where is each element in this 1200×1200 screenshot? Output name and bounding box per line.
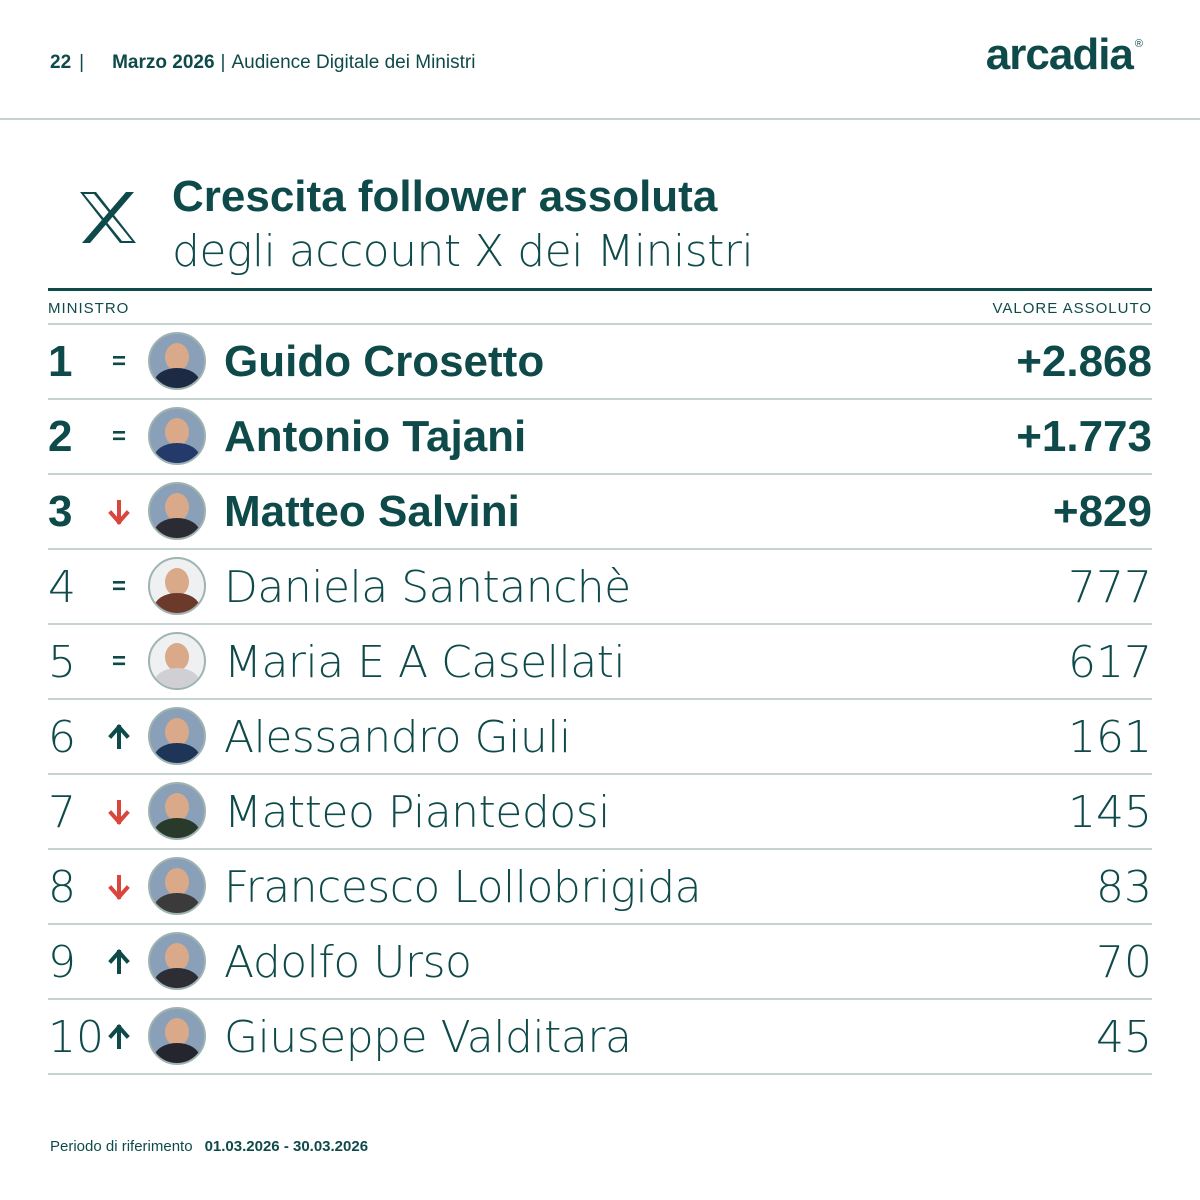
chart-title: Crescita follower assoluta: [172, 172, 718, 221]
trend-up-arrow-icon: [106, 947, 132, 979]
rank-number: 2: [48, 412, 73, 461]
follower-growth-value: 45: [1096, 1012, 1152, 1063]
follower-growth-value: 777: [1068, 562, 1152, 613]
table-row: 5 = Maria E A Casellati 617: [48, 625, 1152, 700]
rank-number: 4: [48, 562, 76, 613]
ranking-table: MINISTRO VALORE ASSOLUTO 1 = Guido Crosett…: [48, 288, 1152, 1075]
rank-number: 10: [48, 1012, 104, 1063]
header-text: 22 | Marzo 2026 | Audience Digitale dei Mini…: [50, 52, 475, 74]
table-row: 9 Adolfo Urso 70: [48, 925, 1152, 1000]
minister-name: Adolfo Urso: [224, 937, 472, 988]
minister-avatar: [148, 407, 206, 465]
rank-number: 6: [48, 712, 76, 763]
minister-avatar: [148, 707, 206, 765]
x-logo-icon: [80, 192, 136, 243]
arcadia-logo: arcadia ®: [985, 30, 1143, 80]
rank-number: 9: [48, 937, 76, 988]
column-header-minister: MINISTRO: [48, 300, 130, 317]
minister-name: Matteo Salvini: [224, 487, 520, 536]
minister-name: Daniela Santanchè: [224, 562, 631, 613]
minister-name: Alessandro Giuli: [224, 712, 571, 763]
minister-name: Antonio Tajani: [224, 412, 527, 461]
column-header-value: VALORE ASSOLUTO: [992, 300, 1152, 317]
logo-text: arcadia: [985, 30, 1134, 79]
period-dates: 01.03.2026 - 30.03.2026: [204, 1138, 369, 1155]
table-row: 3 Matteo Salvini +829: [48, 475, 1152, 550]
rank-number: 3: [48, 487, 73, 536]
title-block: Crescita follower assoluta degli account…: [48, 168, 1152, 288]
follower-growth-value: 70: [1096, 937, 1152, 988]
trend-equal-icon: =: [111, 573, 126, 600]
page-header: 22 | Marzo 2026 | Audience Digitale dei Mini…: [0, 0, 1200, 120]
trend-up-arrow-icon: [106, 722, 132, 754]
period-label: Periodo di riferimento: [50, 1138, 193, 1155]
table-header: MINISTRO VALORE ASSOLUTO: [48, 291, 1152, 325]
rank-number: 8: [48, 862, 76, 913]
table-row: 7 Matteo Piantedosi 145: [48, 775, 1152, 850]
minister-name: Giuseppe Valditara: [224, 1012, 632, 1063]
chart-subtitle: degli account X dei Ministri: [172, 226, 754, 277]
table-row: 1 = Guido Crosetto +2.868: [48, 325, 1152, 400]
footer: Periodo di riferimento 01.03.2026 - 30.03…: [50, 1138, 368, 1155]
table-row: 8 Francesco Lollobrigida 83: [48, 850, 1152, 925]
header-separator: |: [79, 52, 85, 73]
report-title: Audience Digitale dei Ministri: [231, 52, 476, 73]
trend-equal-icon: =: [111, 648, 126, 675]
minister-avatar: [148, 1007, 206, 1065]
minister-avatar: [148, 332, 206, 390]
trend-down-arrow-icon: [106, 872, 132, 904]
rank-number: 1: [48, 337, 73, 386]
follower-growth-value: 83: [1096, 862, 1152, 913]
page-number: 22: [50, 52, 72, 73]
rank-number: 7: [48, 787, 76, 838]
minister-avatar: [148, 557, 206, 615]
table-row: 4 = Daniela Santanchè 777: [48, 550, 1152, 625]
minister-name: Matteo Piantedosi: [224, 787, 610, 838]
minister-name: Francesco Lollobrigida: [224, 862, 702, 913]
follower-growth-value: +1.773: [1016, 412, 1152, 461]
report-month: Marzo 2026: [112, 52, 215, 73]
minister-avatar: [148, 482, 206, 540]
rank-number: 5: [48, 637, 76, 688]
table-row: 6 Alessandro Giuli 161: [48, 700, 1152, 775]
header-separator-2: |: [220, 52, 226, 73]
trend-down-arrow-icon: [106, 797, 132, 829]
trend-equal-icon: =: [111, 348, 126, 375]
follower-growth-value: 161: [1068, 712, 1152, 763]
minister-avatar: [148, 932, 206, 990]
minister-avatar: [148, 782, 206, 840]
trend-down-arrow-icon: [106, 497, 132, 529]
table-row: 2 = Antonio Tajani +1.773: [48, 400, 1152, 475]
follower-growth-value: 145: [1068, 787, 1152, 838]
logo-registered-mark: ®: [1134, 38, 1143, 50]
follower-growth-value: +829: [1052, 487, 1152, 536]
trend-up-arrow-icon: [106, 1022, 132, 1054]
minister-name: Maria E A Casellati: [224, 637, 626, 688]
minister-avatar: [148, 632, 206, 690]
follower-growth-value: +2.868: [1016, 337, 1152, 386]
minister-name: Guido Crosetto: [224, 337, 545, 386]
table-body: 1 = Guido Crosetto +2.868 2 = Antonio Tajani +1…: [48, 325, 1152, 1075]
trend-equal-icon: =: [111, 423, 126, 450]
minister-avatar: [148, 857, 206, 915]
follower-growth-value: 617: [1068, 637, 1152, 688]
table-row: 10 Giuseppe Valditara 45: [48, 1000, 1152, 1075]
